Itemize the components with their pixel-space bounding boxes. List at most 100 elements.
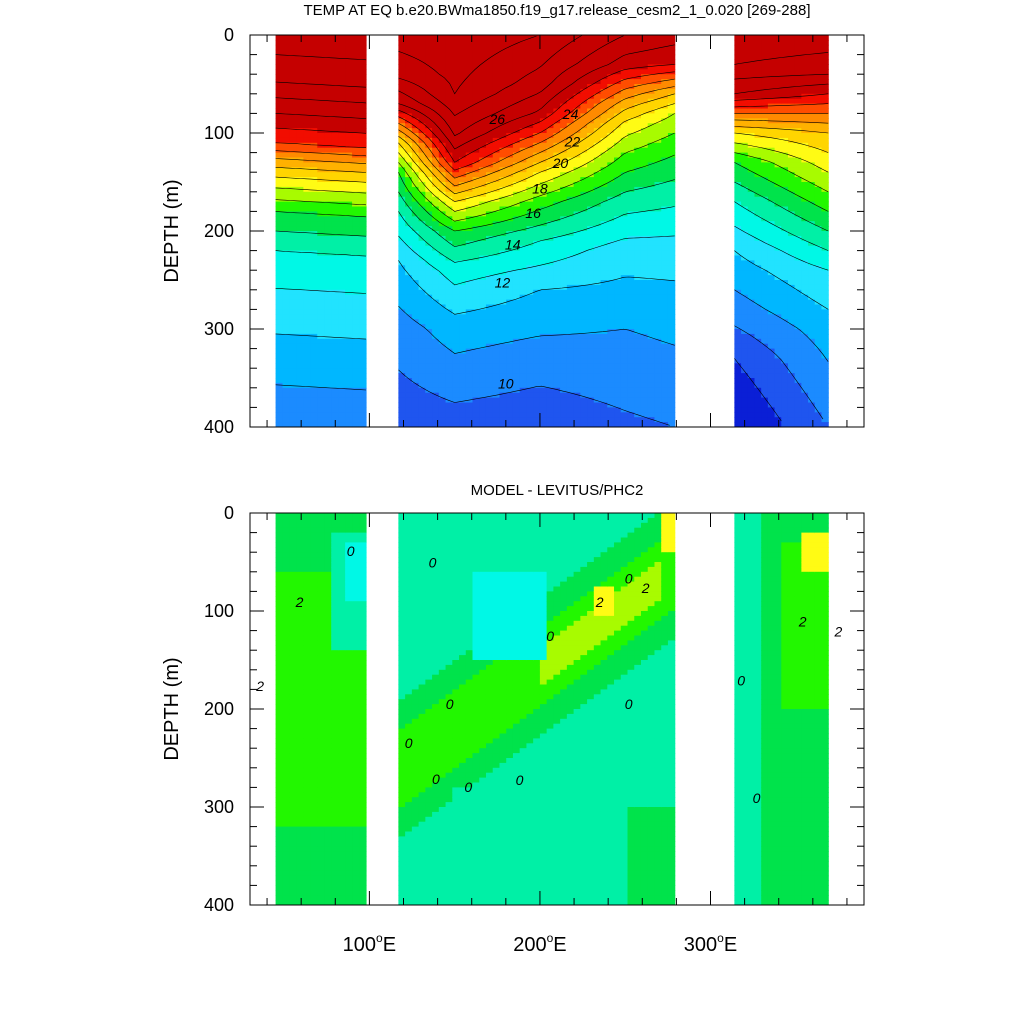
temperature-cell [661,79,669,85]
temperature-cell [734,206,742,212]
temperature-cell [580,113,588,119]
temperature-cell [667,245,676,252]
temperature-cell [741,93,749,100]
temperature-cell [472,196,480,203]
temperature-cell [526,118,534,124]
temperature-cell [310,309,318,315]
temperature-cell [741,113,749,119]
temperature-cell [512,231,521,237]
temperature-cell [438,275,447,281]
temperature-cell [593,412,602,418]
temperature-cell [472,201,480,208]
temperature-cell [640,191,649,198]
temperature-cell [787,88,796,95]
temperature-cell [452,314,460,320]
temperature-cell [472,39,480,46]
temperature-cell [553,108,561,114]
temperature-cell [499,304,507,310]
temperature-cell [499,240,507,247]
temperature-cell [741,392,749,399]
temperature-cell [359,324,367,330]
temperature-cell [289,157,298,163]
temperature-cell [539,422,548,427]
temperature-cell [411,333,420,340]
temperature-cell [519,182,528,188]
temperature-cell [593,74,602,80]
temperature-cell [654,201,662,208]
temperature-cell [282,39,291,46]
temperature-cell [634,44,642,51]
temperature-cell [492,108,501,114]
temperature-cell [654,319,662,325]
temperature-cell [452,319,460,325]
temperature-cell [539,358,548,364]
temperature-cell [275,378,284,384]
temperature-cell [661,44,669,51]
temperature-cell [647,226,656,232]
temperature-cell [296,368,304,374]
temperature-cell [593,319,602,325]
temperature-cell [345,162,353,168]
temperature-cell [519,240,528,247]
temperature-cell [734,378,742,384]
temperature-cell [275,142,284,149]
temperature-cell [432,412,440,418]
temperature-cell [519,54,528,61]
temperature-cell [492,133,501,139]
temperature-cell [438,167,447,173]
temperature-cell [303,49,311,56]
temperature-cell [499,422,507,427]
temperature-cell [317,221,325,227]
temperature-cell [310,280,318,286]
temperature-cell [560,363,568,369]
temperature-cell [634,333,642,340]
temperature-cell [600,142,608,149]
temperature-cell [317,196,325,203]
temperature-cell [573,304,581,310]
temperature-cell [787,74,796,80]
temperature-cell [519,309,528,315]
temperature-cell [640,226,649,232]
temperature-cell [627,182,635,188]
temperature-cell [472,324,480,330]
temperature-cell [512,275,521,281]
temperature-cell [614,177,622,183]
temperature-cell [620,226,629,232]
temperature-cell [614,186,622,193]
temperature-cell [580,260,588,266]
temperature-cell [485,412,494,418]
temperature-cell [338,422,346,427]
temperature-cell [754,324,762,330]
temperature-cell [519,123,528,129]
temperature-cell [418,118,426,124]
temperature-cell [331,113,339,119]
temperature-cell [331,191,339,198]
temperature-cell [418,133,426,139]
temperature-cell [787,147,796,154]
temperature-cell [607,226,615,232]
temperature-cell [324,172,332,178]
temperature-cell [647,260,656,266]
temperature-cell [539,392,548,399]
temperature-cell [580,255,588,261]
temperature-cell [781,402,789,408]
temperature-cell [533,49,541,56]
temperature-cell [452,382,460,389]
temperature-cell [405,338,413,345]
temperature-cell [566,407,575,413]
temperature-cell [310,118,318,124]
temperature-cell [661,343,669,350]
temperature-cell [411,363,420,369]
temperature-cell [774,304,782,310]
temperature-cell [614,324,622,330]
temperature-cell [761,280,769,286]
temperature-cell [359,378,367,384]
temperature-cell [506,382,514,389]
temperature-cell [781,304,789,310]
temperature-cell [411,284,420,291]
temperature-cell [747,157,756,163]
temperature-cell [754,39,762,46]
temperature-cell [405,35,413,41]
temperature-cell [275,54,284,61]
temperature-cell [553,39,561,46]
